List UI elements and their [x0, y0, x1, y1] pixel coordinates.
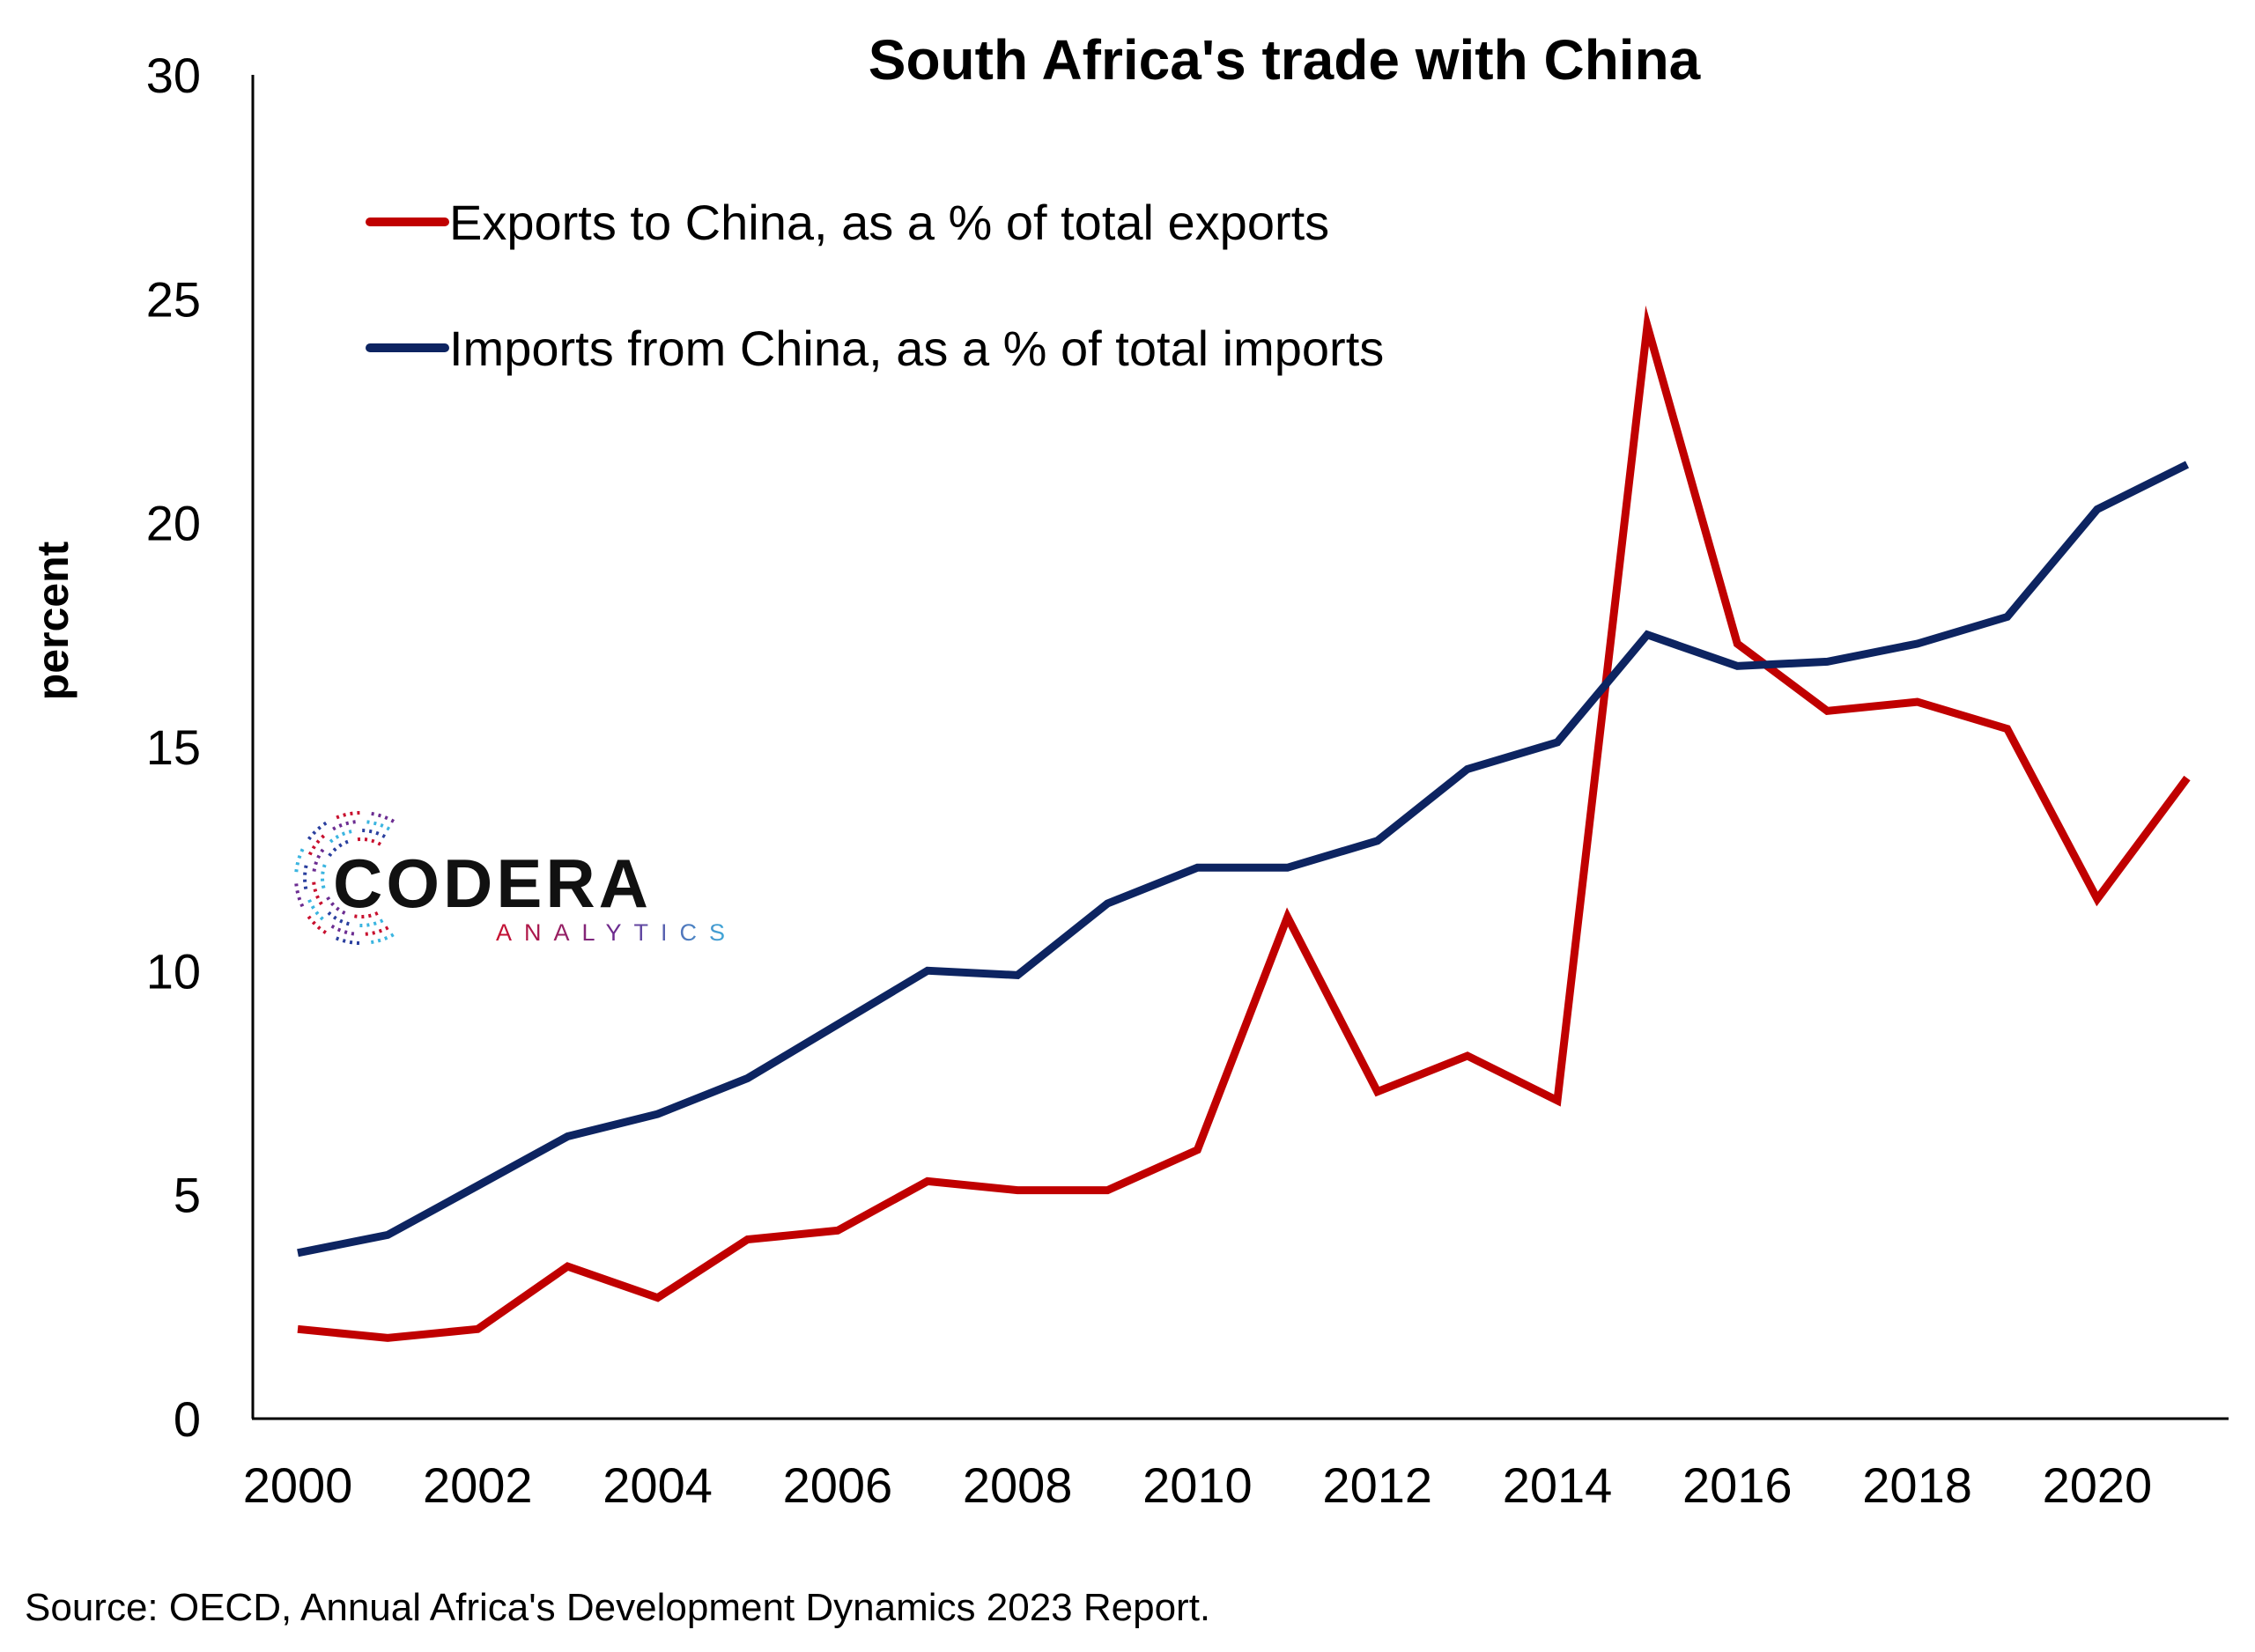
logo-ring-arc	[294, 883, 306, 909]
y-tick-label: 25	[146, 271, 201, 327]
logo-ring-arc	[312, 881, 325, 909]
logo-ring-arc	[335, 936, 361, 945]
x-tick-labels: 2000 2002 2004 2006 2008 2010 2012 2014 2016 2018…	[243, 1457, 2152, 1513]
y-tick-label: 5	[174, 1168, 201, 1223]
x-tick-label: 2018	[1862, 1457, 1972, 1513]
logo-ring-arc	[354, 909, 382, 918]
logo-wordmark: CODERA	[333, 844, 652, 922]
series-line-exports	[297, 305, 2191, 1342]
codera-logo-ring	[294, 811, 396, 945]
y-tick-label: 0	[174, 1391, 201, 1447]
series-lines	[297, 305, 2191, 1342]
logo-ring-arc	[307, 915, 329, 935]
x-tick-label: 2006	[783, 1457, 893, 1513]
logo-ring-arc	[325, 839, 349, 860]
logo-ring-arc	[369, 811, 395, 823]
y-axis-title: percent	[28, 541, 78, 700]
logo-ring-arc	[370, 932, 396, 945]
series-line-imports	[297, 461, 2190, 1257]
axes	[251, 75, 2229, 1420]
y-tick-label: 20	[146, 496, 201, 551]
x-tick-label: 2002	[423, 1457, 533, 1513]
logo-ring-arc	[330, 924, 357, 936]
legend-label: Imports from China, as a % of total impo…	[449, 321, 1384, 376]
logo-ring-arc	[359, 829, 386, 838]
logo-ring-arc	[303, 865, 308, 892]
logo-ring-arc	[329, 820, 356, 832]
codera-logo: CODERA ANALYTICS	[294, 811, 737, 946]
logo-ring-arc	[312, 848, 325, 875]
logo-ring-arc	[307, 899, 326, 923]
x-tick-label: 2008	[963, 1457, 1073, 1513]
logo-ring-arc	[364, 820, 391, 831]
logo-ring-arc	[326, 896, 350, 917]
y-tick-label: 10	[146, 943, 201, 999]
source-note: Source: OECD, Annual Africa's Developmen…	[25, 1586, 1210, 1629]
logo-ring-arc	[307, 834, 326, 859]
legend-label: Exports to China, as a % of total export…	[449, 195, 1329, 250]
logo-subtitle: ANALYTICS	[496, 919, 737, 946]
logo-ring-arc	[327, 911, 353, 927]
logo-ring-arc	[321, 864, 327, 893]
x-tick-label: 2020	[2043, 1457, 2153, 1513]
logo-ring-arc	[334, 811, 360, 820]
logo-ring-arc	[294, 848, 305, 874]
x-tick-label: 2004	[603, 1457, 713, 1513]
x-tick-label: 2010	[1142, 1457, 1253, 1513]
logo-ring-arc	[365, 925, 392, 936]
y-tick-label: 15	[146, 719, 201, 775]
x-tick-label: 2016	[1682, 1457, 1793, 1513]
logo-ring-arc	[326, 830, 352, 845]
chart-title: South Africa's trade with China	[869, 28, 1701, 92]
logo-ring-arc	[306, 821, 328, 842]
x-tick-label: 2014	[1503, 1457, 1613, 1513]
x-tick-label: 2000	[243, 1457, 353, 1513]
logo-ring-arc	[353, 837, 382, 846]
legend: Exports to China, as a % of total export…	[366, 195, 1384, 376]
y-tick-labels: 0 5 10 15 20 25 30	[146, 48, 201, 1447]
logo-ring-arc	[359, 917, 387, 928]
y-tick-label: 30	[146, 48, 201, 103]
x-tick-label: 2012	[1322, 1457, 1432, 1513]
